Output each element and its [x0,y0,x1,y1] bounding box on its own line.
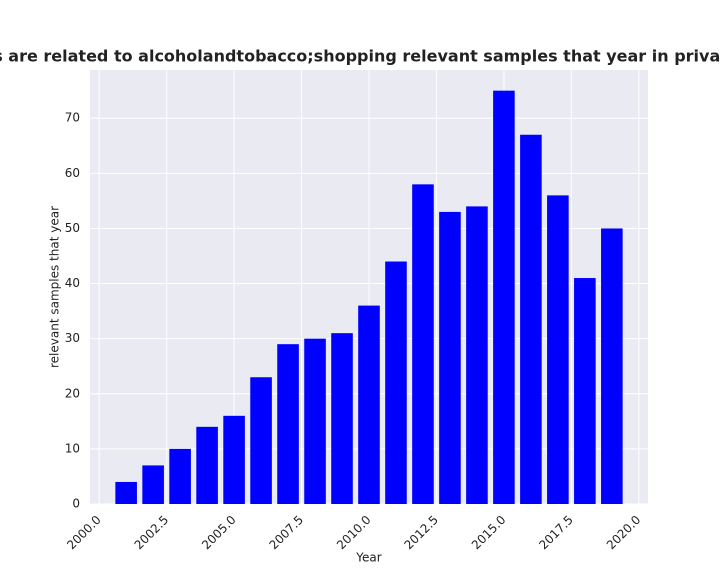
y-tick-label: 20 [65,386,80,400]
y-axis-label: relevant samples that year [48,206,62,368]
bar [169,448,191,504]
bar [439,211,461,504]
x-tick-label: 2007.5 [267,513,307,553]
x-tick-label: 2002.5 [132,513,172,553]
bar [331,333,353,504]
x-tick-label: 2010.0 [334,513,374,553]
y-tick-label: 10 [65,441,80,455]
bar [574,278,596,504]
y-tick-label: 50 [65,221,80,235]
bar [601,228,623,504]
bar [547,195,569,504]
x-tick-label: 2000.0 [64,513,104,553]
y-tick-label: 0 [72,497,80,511]
bar [196,426,218,504]
x-tick-label: 2005.0 [199,513,239,553]
bar [277,344,299,504]
x-tick-label: 2020.0 [604,513,644,553]
bar [223,415,245,504]
bar [250,377,272,504]
bar [493,90,515,505]
x-tick-label: 2015.0 [469,513,509,553]
bar [358,305,380,504]
bar [304,338,326,504]
y-tick-label: 70 [65,111,80,125]
bar [412,184,434,504]
x-tick-label: 2017.5 [536,513,576,553]
bar [142,465,164,504]
y-tick-label: 40 [65,276,80,290]
bar [115,481,137,504]
x-tick-label: 2012.5 [401,513,441,553]
y-tick-label: 30 [65,331,80,345]
y-tick-label: 60 [65,166,80,180]
bar [466,206,488,504]
bar [385,261,407,504]
x-axis-label: Year [355,551,381,565]
bar [520,134,542,504]
chart-title: Categories are related to alcoholandtoba… [0,47,720,66]
